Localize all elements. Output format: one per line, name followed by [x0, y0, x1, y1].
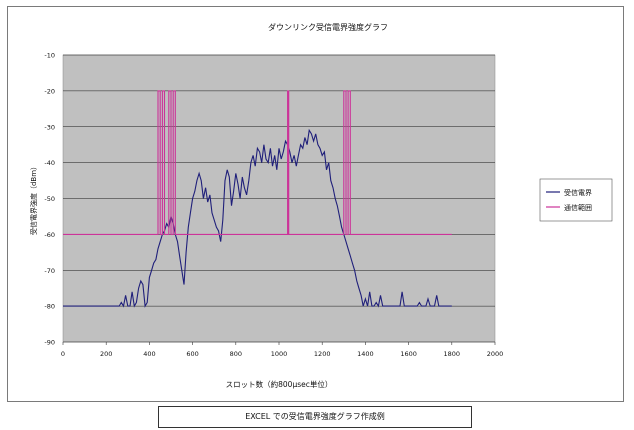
x-tick-label: 1400: [357, 350, 374, 358]
legend-box: [539, 178, 613, 222]
y-tick-label: -50: [44, 195, 55, 203]
legend-label-range: 通信範囲: [564, 203, 592, 212]
chart-title: ダウンリンク受信電界強度グラフ: [268, 22, 388, 32]
x-tick-label: 0: [61, 350, 65, 358]
x-tick-label: 800: [230, 350, 242, 358]
y-tick-label: -40: [44, 159, 55, 167]
series-communication-range: [63, 90, 452, 235]
x-tick-label: 600: [186, 350, 198, 358]
y-axis-ticks: -10 -20 -30 -40 -50 -60 -70 -80 -90: [44, 52, 55, 347]
x-tick-label: 1000: [271, 350, 288, 358]
legend-label-received: 受信電界: [564, 188, 592, 197]
y-tick-label: -20: [44, 87, 55, 95]
chart-frame: ダウンリンク受信電界強度グラフ -10 -20 -30 -40 -50 -60 -70 -80…: [7, 6, 624, 402]
x-tick-label: 1600: [400, 350, 417, 358]
x-tick-label: 200: [100, 350, 112, 358]
y-tick-label: -70: [44, 267, 55, 275]
x-tick-label: 2000: [487, 350, 504, 358]
legend: 受信電界 通信範囲: [539, 178, 613, 222]
x-axis-label: スロット数（約800μsec単位）: [226, 379, 333, 389]
x-tick-label: 1800: [444, 350, 461, 358]
y-axis-label: 受信電界強度（dBm）: [29, 163, 38, 235]
figure-caption: EXCEL での受信電界強度グラフ作成例: [158, 406, 472, 428]
series-lines: [63, 90, 452, 308]
x-tick-label: 400: [143, 350, 155, 358]
series-received-field: [63, 128, 452, 308]
y-tick-label: -10: [44, 52, 55, 60]
chart-svg: ダウンリンク受信電界強度グラフ -10 -20 -30 -40 -50 -60 -70 -80…: [29, 22, 613, 389]
y-tick-label: -80: [44, 303, 55, 311]
x-tick-label: 1200: [314, 350, 331, 358]
y-tick-label: -30: [44, 123, 55, 131]
x-axis-ticks: 0 200 400 600 800 1000 1200 1400 1600 1800 2000: [61, 342, 503, 358]
y-tick-label: -90: [44, 339, 55, 347]
y-tick-label: -60: [44, 231, 55, 239]
